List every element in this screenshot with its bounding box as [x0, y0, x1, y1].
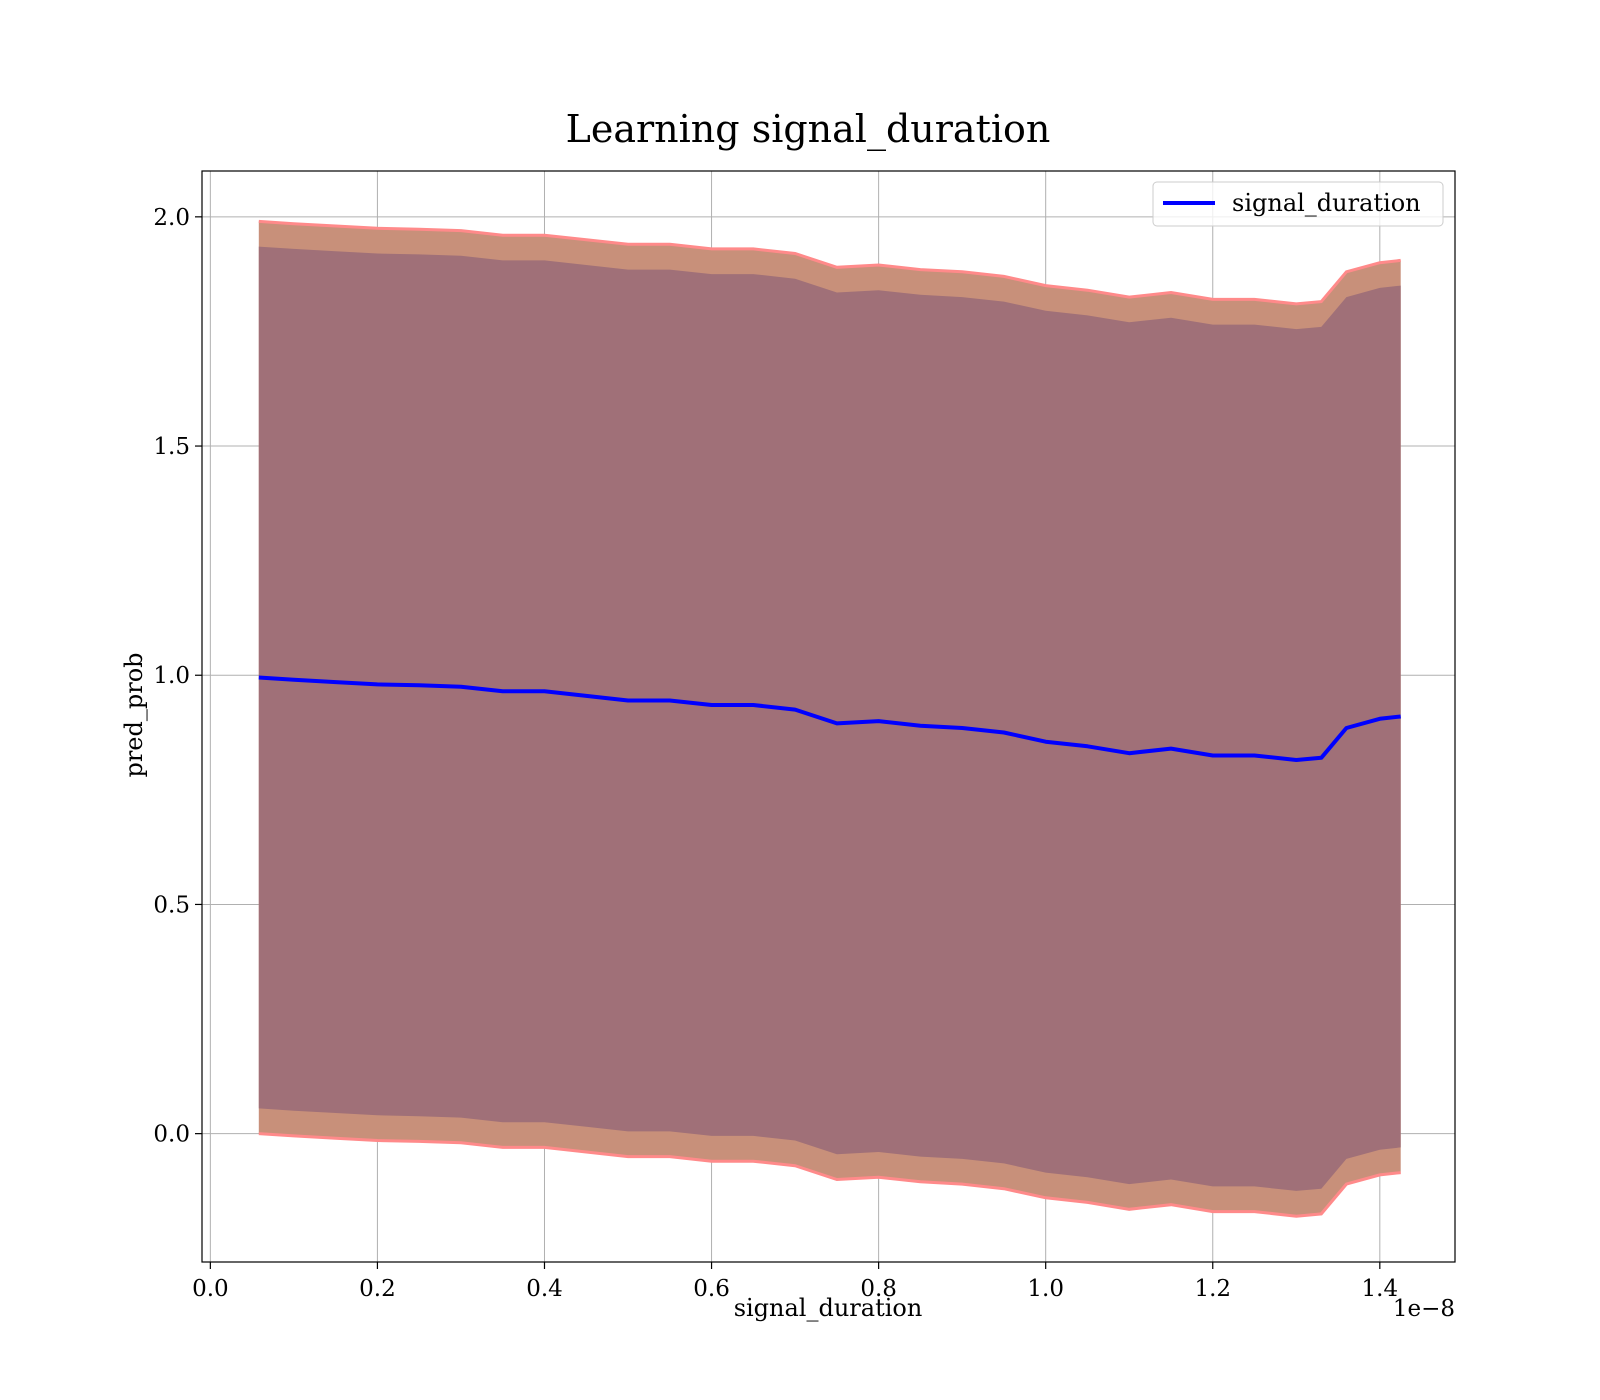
- plot-frame: [201, 170, 1456, 1263]
- legend-label-signal-duration: signal_duration: [1232, 189, 1421, 217]
- y-axis-ticks: 0.0 0.5 1.0 1.5 2.0: [153, 205, 202, 1148]
- outer-band-upper-edge: [258, 219, 1401, 306]
- legend: signal_duration: [1152, 181, 1444, 227]
- series-line-signal-duration: [258, 675, 1401, 762]
- x-tick-label-2: 0.4: [526, 1276, 563, 1302]
- legend-box: [1152, 181, 1444, 227]
- x-tick-label-4: 0.8: [860, 1276, 897, 1302]
- y-tick-label-0: 0.0: [153, 1122, 190, 1148]
- y-axis-label: pred_prob: [120, 652, 148, 777]
- x-tick-label-6: 1.2: [1194, 1276, 1231, 1302]
- y-tick-label-4: 2.0: [153, 205, 190, 231]
- y-tick-label-3: 1.5: [153, 434, 190, 460]
- chart-title: Learning signal_duration: [566, 107, 1051, 152]
- outer-band-lower-edge: [258, 1132, 1401, 1218]
- x-tick-label-3: 0.6: [693, 1276, 730, 1302]
- x-axis-label: signal_duration: [734, 1294, 923, 1322]
- y-tick-label-1: 0.5: [153, 892, 190, 918]
- inner-confidence-band: [258, 246, 1401, 1191]
- x-tick-label-5: 1.0: [1027, 1276, 1064, 1302]
- x-tick-label-0: 0.0: [192, 1276, 229, 1302]
- x-axis-offset-label: 1e−8: [1393, 1296, 1455, 1322]
- x-axis-ticks: 0.0 0.2 0.4 0.6 0.8 1.0 1.2 1.4: [192, 1262, 1398, 1302]
- y-tick-label-2: 1.0: [153, 663, 190, 689]
- x-tick-label-7: 1.4: [1362, 1276, 1399, 1302]
- x-tick-label-1: 0.2: [359, 1276, 396, 1302]
